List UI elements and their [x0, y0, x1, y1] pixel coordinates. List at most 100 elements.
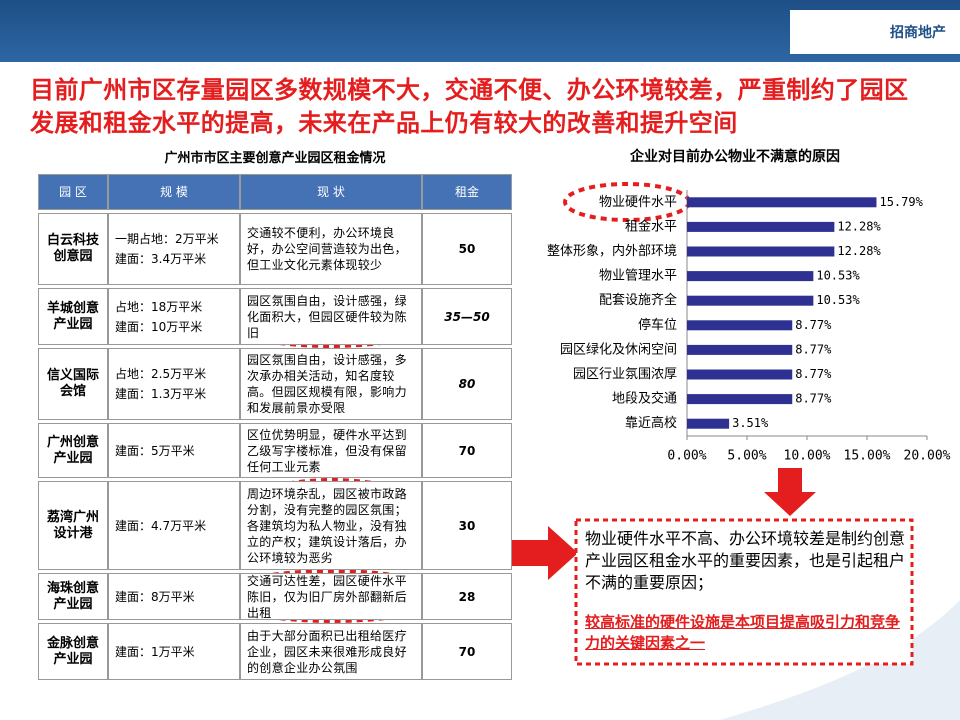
arrow-down [764, 468, 816, 516]
scale-line: 占地：2.5万平米 [115, 367, 207, 381]
park-name: 荔湾广州 设计港 [38, 481, 108, 570]
category-label: 园区行业氛围浓厚 [573, 367, 677, 382]
callout-emphasis: 较高标准的硬件设施是本项目提高吸引力和竞争力的关键因素之一 [585, 613, 901, 652]
value-label: 10.53% [816, 269, 860, 283]
value-label: 8.77% [795, 392, 832, 406]
value-label: 12.28% [837, 244, 881, 258]
scale-line: 建面：3.4万平米 [115, 252, 207, 266]
name-line: 金脉创意 [46, 635, 99, 651]
status: 周边环境杂乱，园区被市政路分割，没有完整的园区氛围；各建筑均为私人物业，没有独立… [240, 481, 422, 570]
name-line: 产业园 [53, 596, 93, 612]
park-name: 广州创意 产业园 [38, 423, 108, 478]
value-label: 8.77% [795, 318, 832, 332]
rent: 70 [422, 623, 512, 680]
bar [687, 271, 814, 282]
name-line: 海珠创意 [46, 580, 99, 596]
bar [687, 295, 814, 306]
scale-line: 建面：4.7万平米 [115, 518, 207, 533]
scale-line: 建面：1万平米 [115, 644, 195, 659]
decor [720, 600, 960, 720]
category-label: 物业硬件水平 [599, 195, 677, 210]
park-name: 白云科技 创意园 [38, 213, 108, 285]
rent: 35—50 [422, 288, 512, 345]
park-name: 羊城创意 产业园 [38, 288, 108, 345]
callout-box [574, 518, 914, 666]
rent: 80 [422, 348, 512, 420]
name-line: 会馆 [59, 384, 86, 399]
bar [687, 369, 793, 380]
park-name: 海珠创意 产业园 [38, 573, 108, 620]
name-line: 产业园 [53, 450, 93, 466]
name-line: 羊城创意 [46, 300, 99, 316]
category-label: 物业管理水平 [599, 269, 677, 284]
bar [687, 344, 793, 355]
category-label: 租金水平 [625, 218, 677, 234]
bar [687, 320, 793, 331]
park-name: 金脉创意 产业园 [38, 623, 108, 680]
x-tick-label: 15.00% [844, 449, 891, 464]
callout-text: 物业硬件水平不高、办公环境较差是制约创意产业园区租金水平的重要因素，也是引起租户… [585, 529, 906, 592]
scale-line: 建面：10万平米 [115, 319, 203, 334]
bar [687, 394, 793, 405]
chart-title: 企业对目前办公物业不满意的原因 [629, 148, 840, 165]
value-label: 8.77% [795, 342, 832, 356]
category-label: 靠近高校 [625, 415, 677, 431]
category-label: 园区绿化及休闲空间 [560, 342, 677, 357]
status: 交通较不便利，办公环境良好，办公空间营造较为出色，但工业文化元素体现较少 [240, 213, 422, 285]
scale: 建面：8万平米 [108, 573, 240, 620]
header-cell: 园 区 [38, 174, 108, 210]
x-tick-label: 0.00% [667, 449, 706, 464]
rent: 28 [422, 573, 512, 620]
rent: 70 [422, 423, 512, 478]
value-label: 3.51% [732, 416, 769, 430]
category-label: 停车位 [638, 317, 677, 333]
category-label: 整体形象，内外部环境 [547, 243, 677, 259]
bar [687, 418, 730, 429]
scale-line: 一期占地：2万平米 [115, 232, 219, 246]
scale: 建面：1万平米 [108, 623, 240, 680]
slide-title: 目前广州市区存量园区多数规模不大，交通不便、办公环境较差，严重制约了园区发展和租… [30, 76, 909, 137]
name-line: 信义国际 [46, 368, 99, 383]
logo-text: 招商地产 [890, 25, 946, 41]
bar [687, 197, 877, 208]
scale: 一期占地：2万平米 建面：3.4万平米 [108, 213, 240, 285]
status: 园区氛围自由，设计感强，绿化面积大，但园区硬件较为陈旧 [240, 288, 422, 345]
scale: 建面：4.7万平米 [108, 481, 240, 570]
status: 交通可达性差，园区硬件水平陈旧，仅为旧厂房外部翻新后出租 [240, 573, 422, 620]
scale-line: 建面：8万平米 [115, 589, 195, 604]
name-line: 产业园 [53, 316, 93, 332]
status: 区位优势明显，硬件水平达到乙级写字楼标准，但没有保留任何工业元素 [240, 423, 422, 478]
header-cell: 租金 [422, 174, 512, 210]
name-line: 产业园 [53, 651, 93, 667]
name-line: 设计港 [53, 525, 93, 541]
header-cell: 现 状 [240, 174, 422, 210]
scale-line: 建面：1.3万平米 [115, 387, 207, 401]
value-label: 15.79% [879, 195, 923, 209]
name-line: 创意园 [53, 249, 93, 264]
name-line: 荔湾广州 [46, 509, 99, 525]
status: 由于大部分面积已出租给医疗企业，园区未来很难形成良好的创意企业办公氛围 [240, 623, 422, 680]
bar [687, 221, 835, 232]
arrow-right [488, 526, 578, 580]
value-label: 8.77% [795, 367, 832, 381]
category-label: 地段及交通 [612, 391, 677, 407]
bar [687, 246, 835, 257]
scale-line: 占地：18万平米 [115, 299, 203, 314]
x-tick-label: 20.00% [904, 449, 951, 464]
park-name: 信义国际 会馆 [38, 348, 108, 420]
header-cell: 规 模 [108, 174, 240, 210]
x-tick-label: 5.00% [727, 449, 766, 464]
status: 园区氛围自由，设计感强，多次承办相关活动，知名度较高。但园区规模有限，影响力和发… [240, 348, 422, 420]
logo: 招商地产 [790, 10, 960, 54]
scale: 占地：2.5万平米 建面：1.3万平米 [108, 348, 240, 420]
scale: 建面：5万平米 [108, 423, 240, 478]
name-line: 广州创意 [46, 434, 99, 450]
x-tick-label: 10.00% [784, 449, 831, 464]
rent: 50 [422, 213, 512, 285]
scale-line: 建面：5万平米 [115, 443, 195, 458]
value-label: 10.53% [816, 293, 860, 307]
rent: 30 [422, 481, 512, 570]
name-line: 白云科技 [46, 233, 99, 248]
